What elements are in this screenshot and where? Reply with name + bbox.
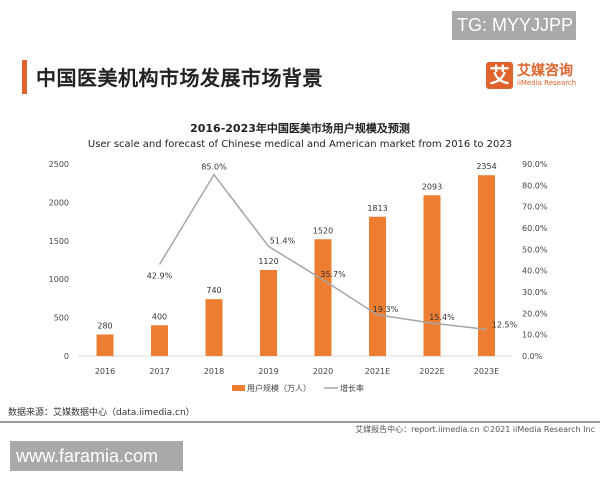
- bar: [314, 239, 332, 356]
- bar: [423, 195, 441, 356]
- bar-data-label: 2354: [476, 162, 496, 171]
- bar: [260, 269, 277, 356]
- bar-data-label: 740: [206, 286, 221, 295]
- bar-data-label: 1520: [313, 226, 333, 235]
- x-tick-label: 2018: [204, 367, 224, 376]
- bar-data-label: 280: [97, 321, 112, 330]
- growth-rate-line: [158, 173, 487, 331]
- x-tick-label: 2020: [313, 367, 333, 376]
- bar-data-label: 1120: [258, 257, 278, 266]
- y-right-tick-label: 50.0%: [522, 245, 548, 254]
- iimedia-logo: 艾 艾媒咨询 iiMedia Research: [486, 62, 576, 89]
- bar: [478, 175, 495, 356]
- y-right-tick-label: 0.0%: [522, 352, 543, 361]
- x-tick-label: 2021E: [365, 367, 390, 376]
- x-tick-label: 2023E: [474, 367, 499, 376]
- y-left-tick-label: 2000: [49, 198, 69, 207]
- legend-bar-label: 用户规模（万人）: [247, 383, 311, 393]
- bar: [96, 334, 114, 356]
- watermark-bottom: www.faramia.com: [10, 441, 183, 471]
- line-data-label: 42.9%: [147, 271, 173, 280]
- chart-subtitle: User scale and forecast of Chinese medic…: [87, 139, 513, 150]
- x-tick-label: 2017: [149, 367, 169, 376]
- y-right-tick-label: 40.0%: [522, 267, 548, 276]
- logo-mark: 艾: [486, 62, 513, 89]
- legend-line-label: 增长率: [340, 383, 364, 393]
- watermark-top: TG: MYYJJPP: [452, 11, 576, 40]
- bar: [151, 325, 168, 356]
- y-left-tick-label: 0: [64, 352, 69, 361]
- y-left-tick-label: 500: [54, 314, 69, 323]
- bar: [205, 299, 223, 356]
- line-data-label: 51.4%: [270, 236, 296, 245]
- line-data-label: 15.4%: [429, 313, 455, 322]
- x-tick-label: 2022E: [419, 367, 444, 376]
- x-tick-label: 2016: [95, 367, 115, 376]
- line-data-label: 12.5%: [492, 320, 518, 329]
- bar: [369, 216, 386, 356]
- legend-bar-swatch: [232, 385, 245, 391]
- y-right-tick-label: 80.0%: [522, 181, 548, 190]
- y-left-tick-label: 2500: [49, 160, 69, 169]
- x-tick-label: 2019: [258, 367, 278, 376]
- bar-data-label: 1813: [367, 204, 387, 213]
- line-data-label: 19.3%: [373, 305, 399, 314]
- y-right-tick-label: 70.0%: [522, 203, 548, 212]
- divider: [0, 421, 600, 423]
- bar-data-label: 400: [152, 312, 167, 321]
- y-left-tick-label: 1000: [49, 275, 69, 284]
- logo-cn: 艾媒咨询: [517, 63, 573, 79]
- bar-data-label: 2093: [422, 182, 442, 191]
- logo-en: iiMedia Research: [517, 79, 577, 87]
- data-source: 数据来源：艾媒数据中心（data.iimedia.cn）: [8, 408, 195, 418]
- y-right-tick-label: 20.0%: [522, 309, 548, 318]
- title-accent-bar: [22, 60, 27, 94]
- y-right-tick-label: 10.0%: [522, 331, 548, 340]
- line-data-label: 35.7%: [320, 270, 346, 279]
- y-right-tick-label: 60.0%: [522, 224, 548, 233]
- line-data-label: 85.0%: [201, 163, 227, 172]
- y-right-tick-label: 30.0%: [522, 288, 548, 297]
- chart-title: 2016-2023年中国医美市场用户规模及预测: [190, 122, 410, 135]
- y-right-tick-label: 90.0%: [522, 160, 548, 169]
- y-left-tick-label: 1500: [49, 237, 69, 246]
- page-title: 中国医美机构市场发展市场背景: [36, 66, 323, 90]
- footer: 艾媒报告中心：report.iimedia.cn ©2021 iiMedia R…: [355, 425, 595, 434]
- chart: 0 500 1000 1500 2000 2500 0.0% 10.0% 20.0% 30.0% 4…: [49, 160, 548, 393]
